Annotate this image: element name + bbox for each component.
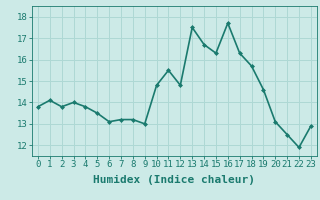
X-axis label: Humidex (Indice chaleur): Humidex (Indice chaleur) <box>93 175 255 185</box>
